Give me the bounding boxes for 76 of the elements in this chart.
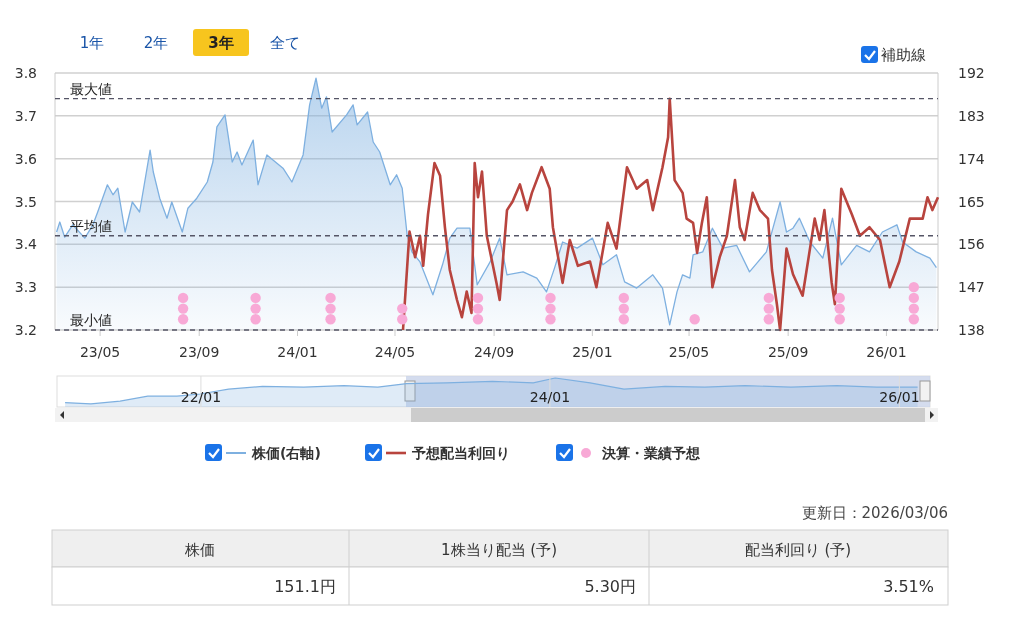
point <box>250 292 261 304</box>
point <box>177 292 189 304</box>
point <box>325 292 336 304</box>
point <box>763 303 775 314</box>
y2-tick-label: 183 <box>958 107 985 124</box>
ref-line-label: 平均値 <box>70 217 112 234</box>
y-tick-label: 3.3 <box>14 279 37 296</box>
y2-tick-label: 138 <box>958 322 985 338</box>
point <box>618 314 629 325</box>
text: 1年 <box>79 34 105 52</box>
point <box>397 314 408 325</box>
x-tick-label: 26/01 <box>866 344 907 360</box>
point <box>763 292 775 304</box>
x-tick-label: 24/05 <box>374 344 416 360</box>
point <box>397 303 408 314</box>
point <box>834 292 845 304</box>
text: 株価 <box>184 541 215 559</box>
y-tick-label: 3.5 <box>14 193 37 210</box>
ref-line-label: 最大値 <box>70 80 112 97</box>
x-tick-label: 24/01 <box>277 344 318 360</box>
point <box>908 314 920 325</box>
y-tick-label: 3.7 <box>14 107 37 124</box>
point <box>545 314 556 325</box>
text: 全て <box>270 34 300 52</box>
point <box>472 303 484 314</box>
line-series <box>401 97 940 332</box>
y2-tick-label: 192 <box>958 65 985 81</box>
point <box>689 314 700 325</box>
text: 配当利回り (予) <box>744 541 852 559</box>
text: 3年 <box>208 34 234 52</box>
y-tick-label: 3.2 <box>14 322 37 338</box>
point <box>908 292 920 304</box>
point <box>834 303 845 314</box>
point <box>545 303 556 314</box>
point <box>325 303 336 314</box>
x-tick-label: 25/01 <box>572 344 613 360</box>
y2-tick-label: 147 <box>958 279 985 296</box>
x-tick-label: 24/01 <box>529 389 571 405</box>
point <box>834 314 845 325</box>
legend-label: 株価(右軸) <box>251 445 321 461</box>
point <box>177 314 189 325</box>
point <box>908 281 920 293</box>
point <box>472 292 484 304</box>
y-tick-label: 3.6 <box>14 150 38 167</box>
text: 5.30円 <box>584 577 636 596</box>
text: 2年 <box>143 34 169 52</box>
x-tick-label: 22/01 <box>180 389 222 405</box>
point <box>325 314 336 325</box>
point <box>618 292 629 304</box>
text: 151.1円 <box>274 577 336 596</box>
point <box>472 314 484 325</box>
y-tick-label: 3.8 <box>14 65 37 81</box>
x-tick-label: 25/09 <box>767 344 809 360</box>
text: 1株当り配当 (予) <box>440 541 558 559</box>
x-tick-label: 23/09 <box>179 344 220 360</box>
legend-label: 決算・業績予想 <box>601 445 701 461</box>
text: 補助線 <box>881 46 926 64</box>
point <box>545 292 556 304</box>
point <box>618 303 629 314</box>
x-tick-label: 24/09 <box>473 344 515 360</box>
y2-tick-label: 156 <box>958 236 985 253</box>
point <box>250 303 261 314</box>
x-tick-label: 23/05 <box>79 344 121 360</box>
y2-tick-label: 165 <box>958 193 985 210</box>
x-tick-label: 26/01 <box>879 389 920 405</box>
legend-label: 予想配当利回り <box>411 445 510 461</box>
y2-tick-label: 174 <box>958 150 985 167</box>
point <box>177 303 189 314</box>
point <box>250 314 261 325</box>
x-tick-label: 25/05 <box>668 344 710 360</box>
text: 3.51% <box>883 577 934 596</box>
point <box>908 303 920 314</box>
ref-line-label: 最小値 <box>70 312 112 328</box>
point <box>763 314 775 325</box>
text: 更新日：2026/03/06 <box>801 504 948 522</box>
y-tick-label: 3.4 <box>14 236 38 253</box>
